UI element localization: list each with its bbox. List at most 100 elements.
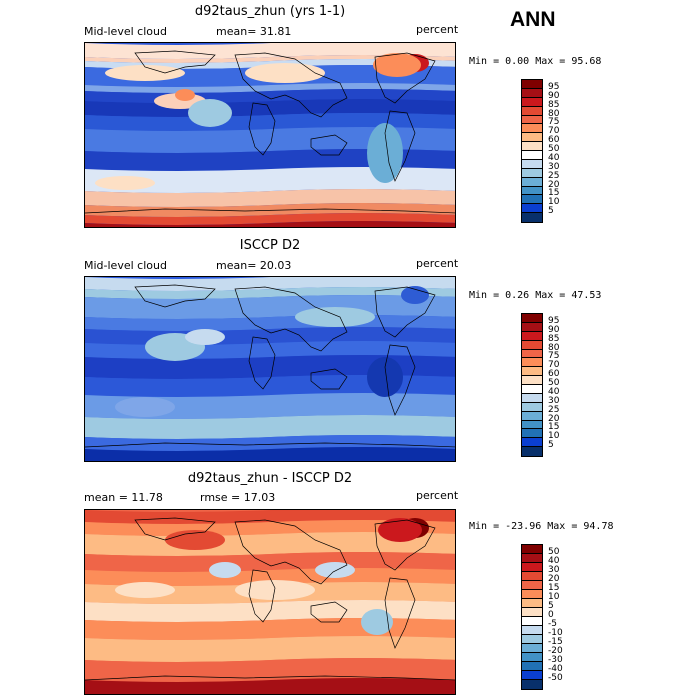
season-label: ANN — [510, 8, 556, 31]
colorbar-tick-label: -15 — [548, 637, 563, 647]
colorbar-tick-label: 40 — [548, 386, 560, 397]
colorbar-swatch — [522, 88, 542, 98]
colorbar-swatch — [522, 617, 542, 626]
map-model — [84, 42, 456, 228]
contour-band — [85, 213, 455, 225]
contour-band — [85, 415, 455, 439]
colorbar-tick-label: 20 — [548, 413, 560, 424]
colorbar-tick-label: 30 — [548, 565, 560, 575]
coastline — [234, 52, 348, 118]
contour-band — [85, 678, 455, 694]
contour-band — [85, 393, 455, 419]
colorbar-tick-label: 0 — [548, 610, 554, 620]
colorbar-tick-label: 30 — [548, 395, 560, 406]
contour-blob — [185, 329, 225, 345]
contour-band — [85, 510, 455, 524]
colorbar-swatch — [522, 680, 542, 689]
contour-band — [85, 167, 455, 193]
contour-blob — [295, 307, 375, 327]
coastline — [234, 286, 348, 352]
panel-left-label-obs: Mid-level cloud — [84, 259, 167, 272]
colorbar-swatch — [522, 429, 542, 439]
colorbar-tick-label: 75 — [548, 351, 560, 362]
colorbar-swatch — [522, 644, 542, 653]
colorbar-swatch — [522, 186, 542, 196]
colorbar-swatch — [522, 142, 542, 151]
colorbar-swatch — [522, 314, 542, 323]
colorbar-swatch — [522, 322, 542, 332]
coastline — [234, 519, 348, 585]
colorbar-obs — [521, 313, 543, 457]
colorbar-swatch — [522, 438, 542, 448]
coastline — [384, 344, 416, 416]
map-svg-obs — [85, 277, 455, 461]
coastline — [85, 208, 455, 214]
colorbar-swatch — [522, 554, 542, 563]
colorbar-swatch — [522, 367, 542, 377]
panel-left-label-model: Mid-level cloud — [84, 25, 167, 38]
contour-blob — [115, 397, 175, 417]
panel-rmse-diff: rmse = 17.03 — [200, 491, 276, 504]
coastline — [134, 50, 216, 74]
contour-blob — [245, 63, 325, 83]
panel-title-obs: ISCCP D2 — [239, 238, 301, 253]
coastline — [134, 284, 216, 308]
panel-mean-model: mean= 31.81 — [216, 25, 292, 38]
contour-band — [85, 55, 455, 63]
contour-blob — [95, 176, 155, 190]
coastline — [374, 286, 436, 338]
colorbar-swatch — [522, 581, 542, 590]
map-svg-model — [85, 43, 455, 227]
colorbar-tick-label: 90 — [548, 90, 560, 101]
contour-band — [85, 287, 455, 299]
colorbar-tick-label: 80 — [548, 108, 560, 119]
colorbar-swatch — [522, 195, 542, 205]
panel-units-obs: percent — [416, 257, 459, 270]
colorbar-swatch — [522, 349, 542, 359]
contour-band — [85, 113, 455, 131]
colorbar-swatch — [522, 599, 542, 608]
colorbar-swatch — [522, 626, 542, 635]
contour-band — [85, 568, 455, 586]
coastline — [310, 601, 348, 623]
colorbar-swatch — [522, 563, 542, 572]
colorbar-swatch — [522, 80, 542, 89]
colorbar-swatch — [522, 653, 542, 662]
contour-band — [85, 127, 455, 153]
contour-blob — [188, 99, 232, 127]
contour-band — [85, 149, 455, 171]
colorbar-swatch — [522, 168, 542, 178]
colorbar-tick-label: 85 — [548, 333, 560, 344]
panel-title-diff: d92taus_zhun - ISCCP D2 — [187, 471, 353, 486]
colorbar-swatch — [522, 151, 542, 160]
colorbar-tick-label: 40 — [548, 556, 560, 566]
coastline — [248, 569, 276, 623]
colorbar-swatch — [522, 124, 542, 134]
colorbar-swatch — [522, 106, 542, 116]
contour-blob — [367, 123, 403, 183]
colorbar-tick-label: 5 — [548, 440, 554, 451]
contour-blob — [115, 582, 175, 598]
colorbar-tick-label: 5 — [548, 601, 554, 611]
colorbar-tick-label: -5 — [548, 619, 557, 629]
colorbar-swatch — [522, 420, 542, 430]
colorbar-swatch — [522, 115, 542, 125]
colorbar-tick-label: 50 — [548, 547, 560, 557]
contour-band — [85, 447, 455, 461]
colorbar-swatch — [522, 402, 542, 412]
colorbar-swatch — [522, 97, 542, 107]
colorbar-tick-label: 60 — [548, 135, 560, 146]
contour-band — [85, 375, 455, 397]
colorbar-swatch — [522, 411, 542, 421]
contour-blob — [373, 53, 421, 77]
coastline — [310, 368, 348, 390]
colorbar-tick-label: 25 — [548, 170, 560, 181]
colorbar-swatch — [522, 545, 542, 554]
contour-blob — [105, 65, 185, 81]
panel-mean-obs: mean= 20.03 — [216, 259, 292, 272]
colorbar-tick-label: 30 — [548, 161, 560, 172]
minmax-diff: Min = -23.96 Max = 94.78 — [469, 521, 614, 532]
colorbar-model — [521, 79, 543, 223]
colorbar-tick-label: 85 — [548, 99, 560, 110]
contour-blob — [401, 286, 429, 304]
